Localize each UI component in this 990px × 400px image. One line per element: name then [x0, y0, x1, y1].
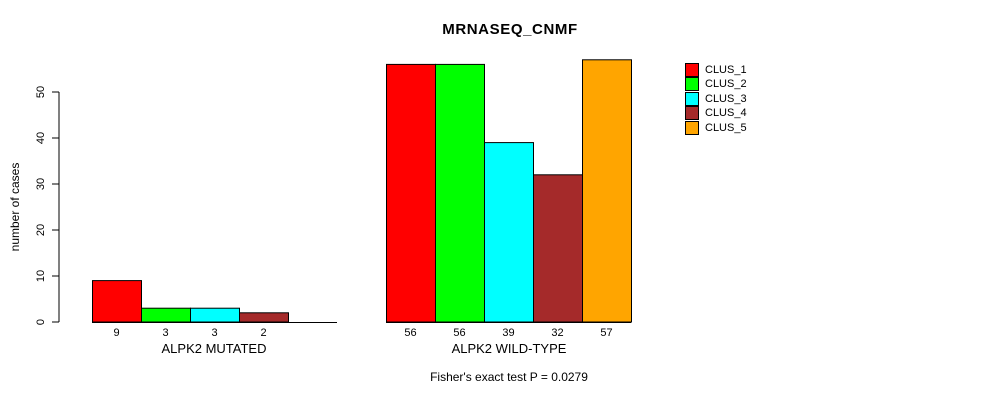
legend: CLUS_1 CLUS_2 CLUS_3 CLUS_4 CLUS_5: [685, 62, 747, 136]
legend-label: CLUS_4: [705, 107, 747, 119]
y-tick-label: 10: [35, 270, 47, 282]
legend-label: CLUS_5: [705, 121, 747, 134]
legend-swatch-clus_2: [685, 77, 699, 91]
legend-row: CLUS_4: [685, 106, 747, 120]
bar-value-label: 39: [502, 327, 514, 339]
bar-value-label: 56: [404, 327, 416, 339]
bar-clus_4-wildtype: [533, 174, 583, 323]
bar-clus_1-wildtype: [386, 63, 436, 323]
x-group-label-wildtype: ALPK2 WILD-TYPE: [451, 341, 567, 356]
legend-row: CLUS_3: [685, 91, 747, 106]
x-group-label-mutated: ALPK2 MUTATED: [161, 341, 267, 356]
legend-row: CLUS_1: [685, 62, 747, 77]
legend-row: CLUS_5: [685, 120, 747, 135]
pvalue-annotation: Fisher's exact test P = 0.0279: [430, 370, 588, 384]
bar-value-label: 56: [453, 327, 465, 339]
bar-clus_5-wildtype: [582, 59, 632, 323]
y-tick-label: 20: [35, 224, 47, 236]
y-tick-label: 50: [35, 86, 47, 98]
bar-value-label: 32: [551, 327, 563, 339]
bar-clus_3-mutated: [190, 307, 240, 323]
legend-label: CLUS_3: [705, 92, 747, 105]
y-axis-label: number of cases: [8, 162, 22, 252]
bar-value-label: 3: [162, 327, 168, 339]
y-tick-label: 40: [35, 132, 47, 144]
legend-swatch-clus_1: [685, 62, 699, 77]
bar-value-label: 3: [211, 327, 217, 339]
bar-clus_1-mutated: [92, 280, 142, 323]
legend-swatch-clus_3: [685, 91, 699, 106]
y-tick-label: 30: [35, 178, 47, 190]
legend-swatch-clus_5: [685, 120, 699, 135]
bar-value-label: 2: [260, 327, 266, 339]
chart-title: MRNASEQ_CNMF: [442, 21, 578, 38]
bar-value-label: 57: [600, 327, 612, 339]
legend-label: CLUS_1: [705, 63, 747, 76]
legend-label: CLUS_2: [705, 78, 747, 90]
bar-clus_2-mutated: [141, 307, 191, 323]
bar-clus_3-wildtype: [484, 142, 534, 323]
bar-clus_2-wildtype: [435, 63, 485, 323]
bar-clus_4-mutated: [239, 312, 289, 323]
legend-row: CLUS_2: [685, 77, 747, 91]
bar-value-label: 9: [113, 327, 119, 339]
legend-swatch-clus_4: [685, 106, 699, 120]
y-tick-label: 0: [35, 319, 47, 325]
